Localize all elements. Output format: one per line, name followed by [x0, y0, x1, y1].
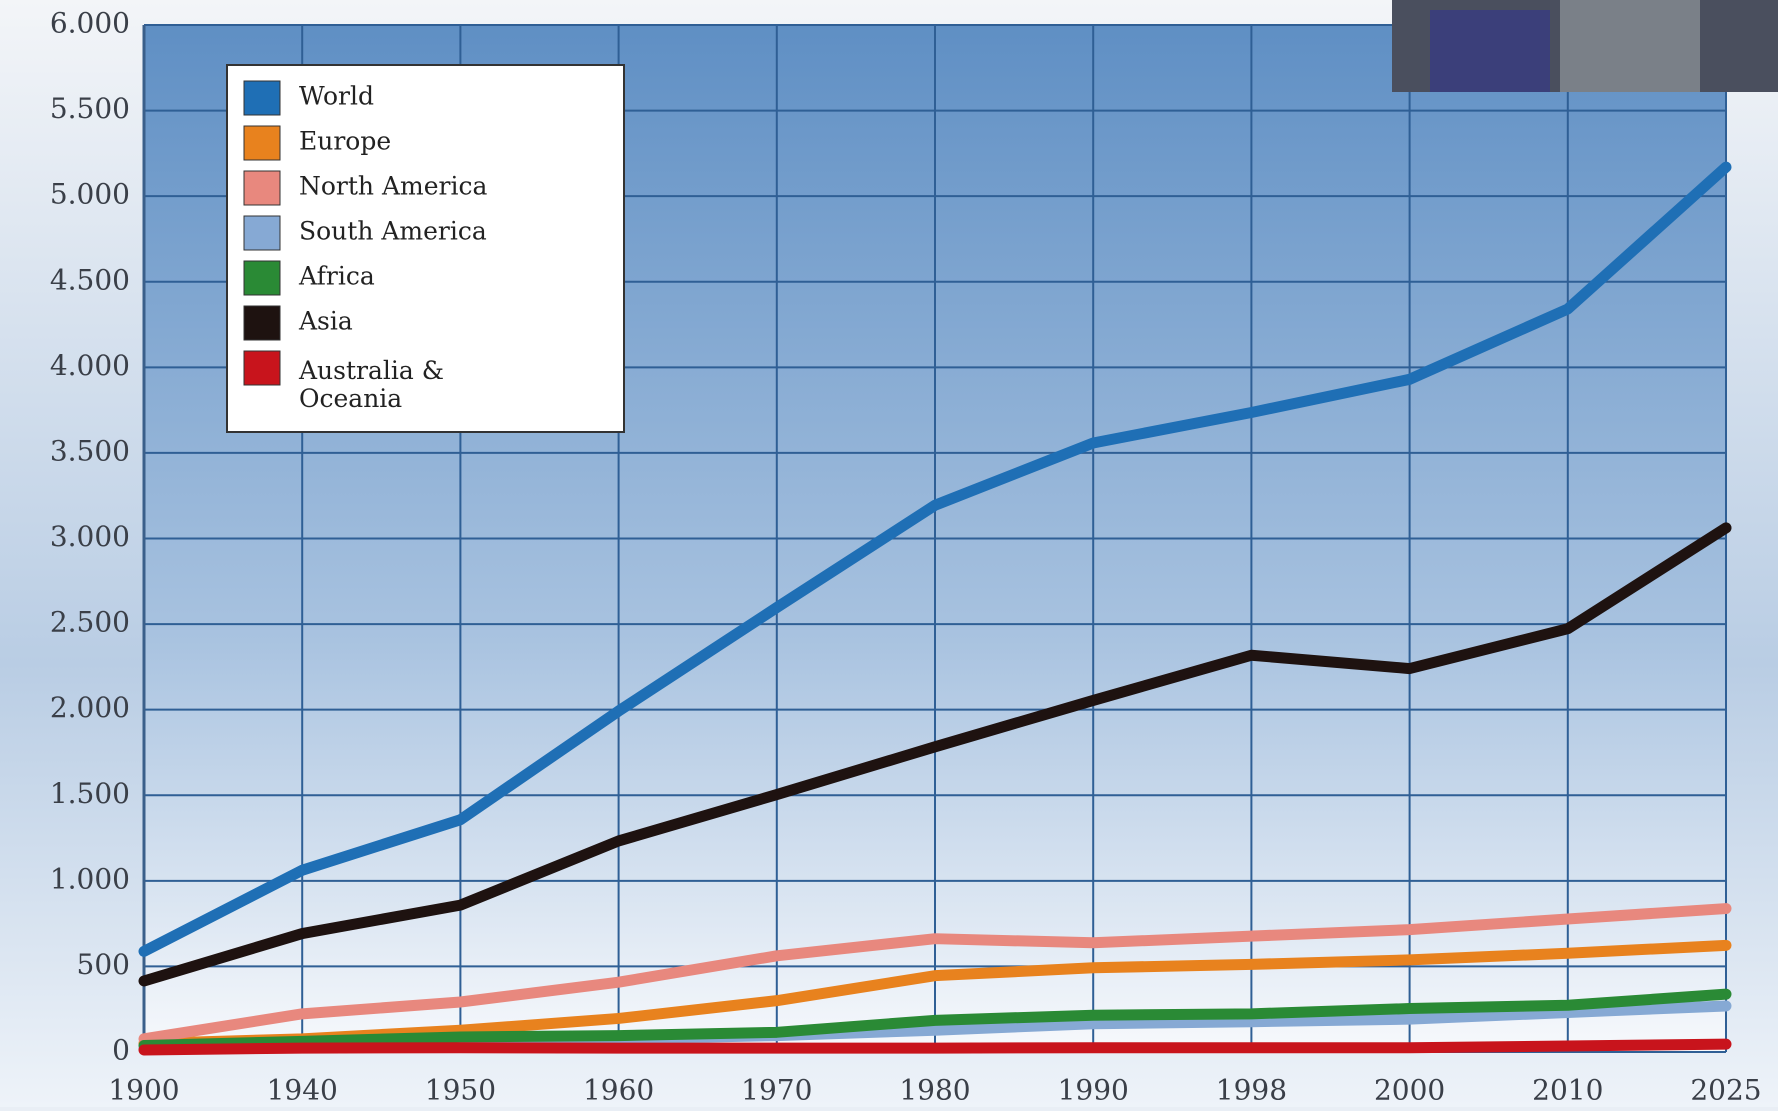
series-line	[138, 988, 1732, 1051]
legend-swatch	[243, 80, 281, 116]
legend-swatch	[243, 305, 281, 341]
legend-swatch	[243, 125, 281, 161]
y-tick-label: 3.500	[50, 434, 130, 467]
y-tick-label: 4.000	[50, 349, 130, 382]
y-tick-label: 6.000	[50, 7, 130, 40]
y-tick-label: 3.000	[50, 520, 130, 553]
y-tick-label: 5.000	[50, 178, 130, 211]
x-tick-label: 2000	[1374, 1074, 1445, 1107]
y-tick-label: 4.500	[50, 263, 130, 296]
series-line	[138, 522, 1732, 987]
legend-swatch	[243, 260, 281, 296]
legend-label: Asia	[298, 307, 353, 336]
y-tick-label: 500	[77, 948, 130, 981]
legend-swatch	[243, 170, 281, 206]
series-line	[138, 161, 1732, 957]
x-tick-label: 1900	[108, 1074, 179, 1107]
legend-label: World	[299, 82, 374, 111]
x-tick-label: 1960	[583, 1074, 654, 1107]
photo-detail	[1560, 0, 1700, 92]
y-tick-label: 2.500	[50, 606, 130, 639]
y-tick-label: 0	[112, 1034, 130, 1067]
legend-box	[226, 64, 625, 433]
legend-label: Australia & Oceania	[298, 356, 444, 413]
legend-label: South America	[299, 217, 487, 246]
x-tick-label: 2025	[1690, 1074, 1761, 1107]
legend-label: North America	[299, 172, 487, 201]
x-tick-label: 1970	[741, 1074, 812, 1107]
series-line	[138, 903, 1732, 1045]
legend-label: Africa	[298, 262, 375, 291]
x-tick-label: 1998	[1216, 1074, 1287, 1107]
series-line	[138, 1038, 1732, 1056]
x-tick-label: 1940	[267, 1074, 338, 1107]
y-tick-label: 2.000	[50, 691, 130, 724]
x-tick-label: 2010	[1532, 1074, 1603, 1107]
photo-detail	[1430, 10, 1550, 92]
y-tick-label: 1.000	[50, 862, 130, 895]
x-tick-label: 1950	[425, 1074, 496, 1107]
y-tick-label: 5.500	[50, 92, 130, 125]
y-tick-label: 1.500	[50, 777, 130, 810]
legend-swatch	[243, 350, 281, 386]
legend-label: Europe	[299, 127, 391, 156]
x-tick-label: 1980	[899, 1074, 970, 1107]
x-tick-label: 1990	[1058, 1074, 1129, 1107]
legend-swatch	[243, 215, 281, 251]
